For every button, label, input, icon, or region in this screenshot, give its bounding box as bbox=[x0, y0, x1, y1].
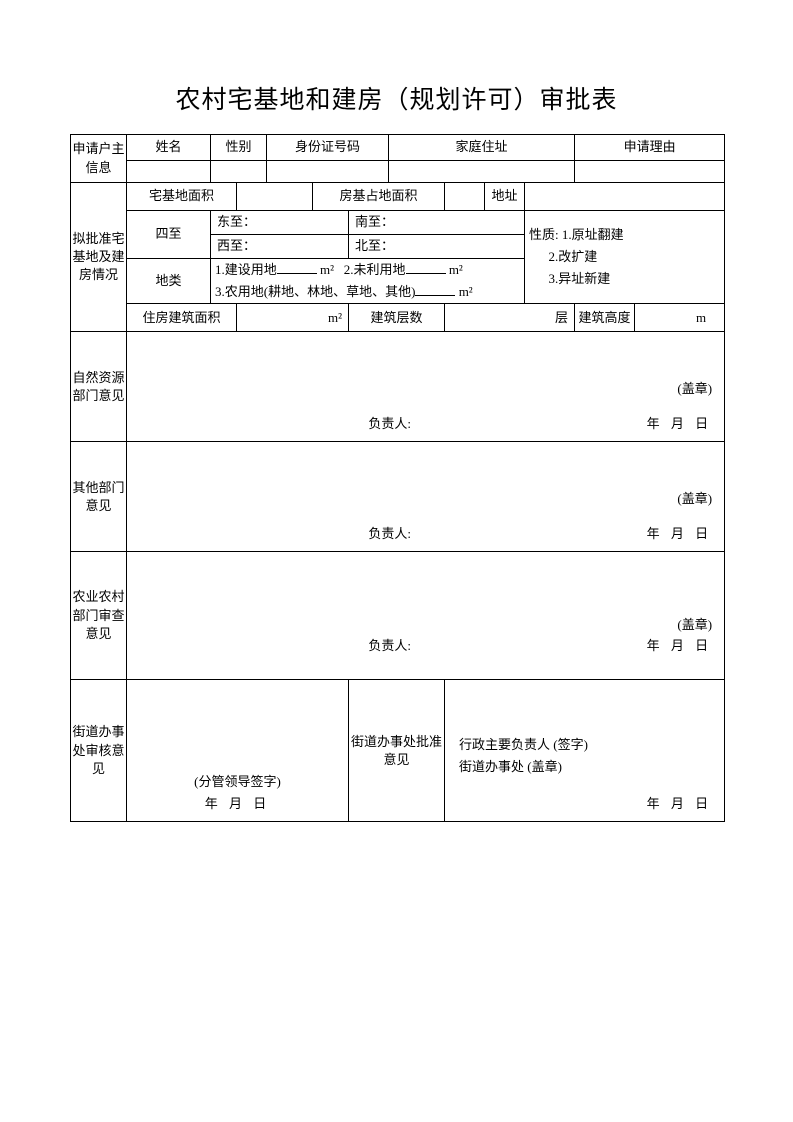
land-type-label: 地类 bbox=[127, 259, 211, 304]
seal-text: (盖章) bbox=[677, 616, 712, 634]
responsible-text: 负责人: bbox=[368, 637, 411, 655]
id-label: 身份证号码 bbox=[267, 135, 389, 161]
north-label: 北至： bbox=[349, 235, 525, 259]
ymd-text: 年 月 日 bbox=[127, 795, 348, 813]
natural-res-box[interactable]: (盖章) 负责人: 年 月 日 bbox=[127, 332, 725, 442]
building-base-area-value[interactable] bbox=[445, 183, 485, 211]
street-approve-box[interactable]: 行政主要负责人 (签字) 街道办事处 (盖章) 年 月 日 bbox=[445, 680, 725, 822]
ymd-text: 年 月 日 bbox=[647, 415, 713, 433]
nature-opt1: 1.原址翻建 bbox=[562, 227, 624, 242]
nature-opt2: 2.改扩建 bbox=[549, 249, 598, 264]
height-unit: m bbox=[696, 309, 724, 327]
admin-leader-sign: 行政主要负责人 (签字) bbox=[459, 736, 588, 754]
floors-label: 建筑层数 bbox=[349, 304, 445, 332]
nature-label: 性质: bbox=[529, 227, 559, 242]
applicant-section-label: 申请户主信息 bbox=[71, 135, 127, 183]
addr-value[interactable] bbox=[525, 183, 725, 211]
name-value[interactable] bbox=[127, 161, 211, 183]
floors-value[interactable]: 层 bbox=[445, 304, 575, 332]
lt1-prefix: 1.建设用地 bbox=[215, 262, 277, 277]
address-value[interactable] bbox=[389, 161, 575, 183]
street-review-label: 街道办事处审核意见 bbox=[71, 680, 127, 822]
reason-value[interactable] bbox=[575, 161, 725, 183]
house-area-value[interactable]: m² bbox=[237, 304, 349, 332]
seal-text: (盖章) bbox=[677, 490, 712, 508]
land-section-label: 拟批准宅基地及建房情况 bbox=[71, 183, 127, 332]
height-value[interactable]: m bbox=[635, 304, 725, 332]
id-value[interactable] bbox=[267, 161, 389, 183]
natural-res-label: 自然资源部门意见 bbox=[71, 332, 127, 442]
addr-label: 地址 bbox=[485, 183, 525, 211]
approval-form-table: 申请户主信息 姓名 性别 身份证号码 家庭住址 申请理由 拟批准宅基地及建房情况… bbox=[70, 134, 725, 822]
south-label: 南至： bbox=[349, 211, 525, 235]
agri-dept-label: 农业农村部门审查意见 bbox=[71, 552, 127, 680]
sizhi-label: 四至 bbox=[127, 211, 211, 259]
lt1-blank[interactable] bbox=[277, 260, 317, 274]
lt2-prefix: 2.未利用地 bbox=[344, 262, 406, 277]
lt2-unit: m² bbox=[449, 262, 463, 277]
other-dept-label: 其他部门意见 bbox=[71, 442, 127, 552]
ymd-text: 年 月 日 bbox=[647, 795, 713, 813]
nature-opt3: 3.异址新建 bbox=[549, 271, 611, 286]
building-base-area-label: 房基占地面积 bbox=[313, 183, 445, 211]
east-label: 东至： bbox=[211, 211, 349, 235]
lt1-unit: m² bbox=[320, 262, 334, 277]
west-label: 西至： bbox=[211, 235, 349, 259]
seal-text: (盖章) bbox=[677, 380, 712, 398]
lt3-blank[interactable] bbox=[415, 282, 455, 296]
street-seal: 街道办事处 (盖章) bbox=[459, 758, 562, 776]
gender-label: 性别 bbox=[211, 135, 267, 161]
lt3-prefix: 3.农用地(耕地、林地、草地、其他) bbox=[215, 284, 415, 299]
site-area-value[interactable] bbox=[237, 183, 313, 211]
site-area-label: 宅基地面积 bbox=[127, 183, 237, 211]
ymd-text: 年 月 日 bbox=[647, 525, 713, 543]
sub-leader-sign: (分管领导签字) bbox=[127, 773, 348, 791]
nature-cell: 性质: 1.原址翻建 2.改扩建 3.异址新建 bbox=[525, 211, 725, 304]
address-label: 家庭住址 bbox=[389, 135, 575, 161]
house-area-label: 住房建筑面积 bbox=[127, 304, 237, 332]
agri-dept-box[interactable]: (盖章) 负责人: 年 月 日 bbox=[127, 552, 725, 680]
street-review-box[interactable]: (分管领导签字) 年 月 日 bbox=[127, 680, 349, 822]
land-type-options: 1.建设用地 m² 2.未利用地 m² 3.农用地(耕地、林地、草地、其他) m… bbox=[211, 259, 525, 304]
gender-value[interactable] bbox=[211, 161, 267, 183]
reason-label: 申请理由 bbox=[575, 135, 725, 161]
responsible-text: 负责人: bbox=[368, 525, 411, 543]
lt3-unit: m² bbox=[459, 284, 473, 299]
height-label: 建筑高度 bbox=[575, 304, 635, 332]
other-dept-box[interactable]: (盖章) 负责人: 年 月 日 bbox=[127, 442, 725, 552]
responsible-text: 负责人: bbox=[368, 415, 411, 433]
form-title: 农村宅基地和建房（规划许可）审批表 bbox=[70, 80, 723, 116]
ymd-text: 年 月 日 bbox=[647, 637, 713, 655]
name-label: 姓名 bbox=[127, 135, 211, 161]
lt2-blank[interactable] bbox=[406, 260, 446, 274]
house-area-unit: m² bbox=[328, 309, 348, 327]
street-approve-label: 街道办事处批准意见 bbox=[349, 680, 445, 822]
floors-unit: 层 bbox=[555, 309, 574, 327]
